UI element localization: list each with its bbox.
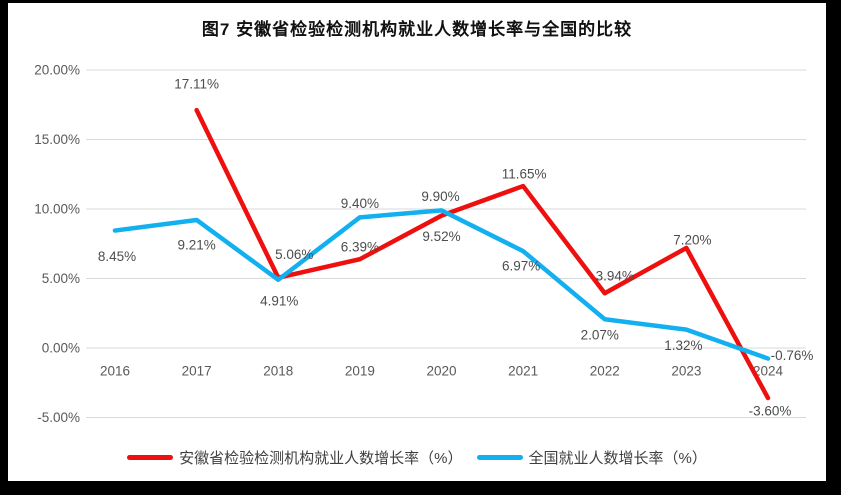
chart-title: 图7 安徽省检验检测机构就业人数增长率与全国的比较: [201, 20, 633, 39]
chart-legend: 安徽省检验检测机构就业人数增长率（%） 全国就业人数增长率（%）: [8, 447, 826, 468]
y-tick-label: 0.00%: [42, 341, 80, 356]
x-tick-label: 2022: [590, 364, 620, 379]
data-label-anhui: 9.52%: [422, 229, 460, 244]
x-tick-label: 2019: [345, 364, 375, 379]
legend-label-anhui: 安徽省检验检测机构就业人数增长率（%）: [179, 450, 463, 467]
legend-swatch-national: [476, 455, 523, 460]
x-tick-label: 2018: [263, 364, 293, 379]
data-label-national: 4.91%: [260, 293, 298, 308]
data-label-anhui: 17.11%: [174, 77, 219, 92]
data-label-anhui: 5.06%: [275, 247, 313, 262]
data-label-national: 9.21%: [177, 237, 215, 252]
legend-swatch-anhui: [127, 455, 174, 460]
data-label-national: 8.45%: [98, 249, 136, 264]
legend-item-national: 全国就业人数增长率（%）: [476, 447, 707, 468]
legend-item-anhui: 安徽省检验检测机构就业人数增长率（%）: [127, 447, 463, 468]
y-tick-label: 15.00%: [34, 132, 80, 147]
series-line-national: [112, 208, 771, 361]
x-tick-label: 2024: [753, 364, 784, 379]
data-label-national: 2.07%: [581, 328, 619, 343]
x-tick-label: 2020: [426, 364, 456, 379]
y-tick-label: 10.00%: [34, 202, 80, 217]
legend-label-national: 全国就业人数增长率（%）: [528, 450, 707, 467]
data-label-national: 6.97%: [502, 259, 540, 274]
x-tick-label: 2017: [182, 364, 212, 379]
data-label-national: 9.90%: [421, 189, 459, 204]
data-label-national: 1.32%: [664, 338, 702, 353]
data-label-anhui: -3.60%: [749, 404, 792, 419]
data-label-national: 9.40%: [341, 196, 379, 211]
series-line-anhui: [194, 107, 771, 401]
data-label-anhui: 11.65%: [502, 167, 547, 182]
x-tick-label: 2023: [671, 364, 701, 379]
y-tick-label: -5.00%: [37, 410, 80, 425]
x-tick-label: 2016: [100, 364, 130, 379]
data-label-anhui: 7.20%: [673, 232, 711, 247]
data-label-national: -0.76%: [771, 348, 814, 363]
y-tick-label: 20.00%: [34, 63, 80, 78]
data-label-anhui: 3.94%: [596, 269, 634, 284]
x-tick-label: 2021: [508, 364, 538, 379]
data-label-anhui: 6.39%: [341, 240, 379, 255]
y-tick-label: 5.00%: [42, 271, 80, 286]
